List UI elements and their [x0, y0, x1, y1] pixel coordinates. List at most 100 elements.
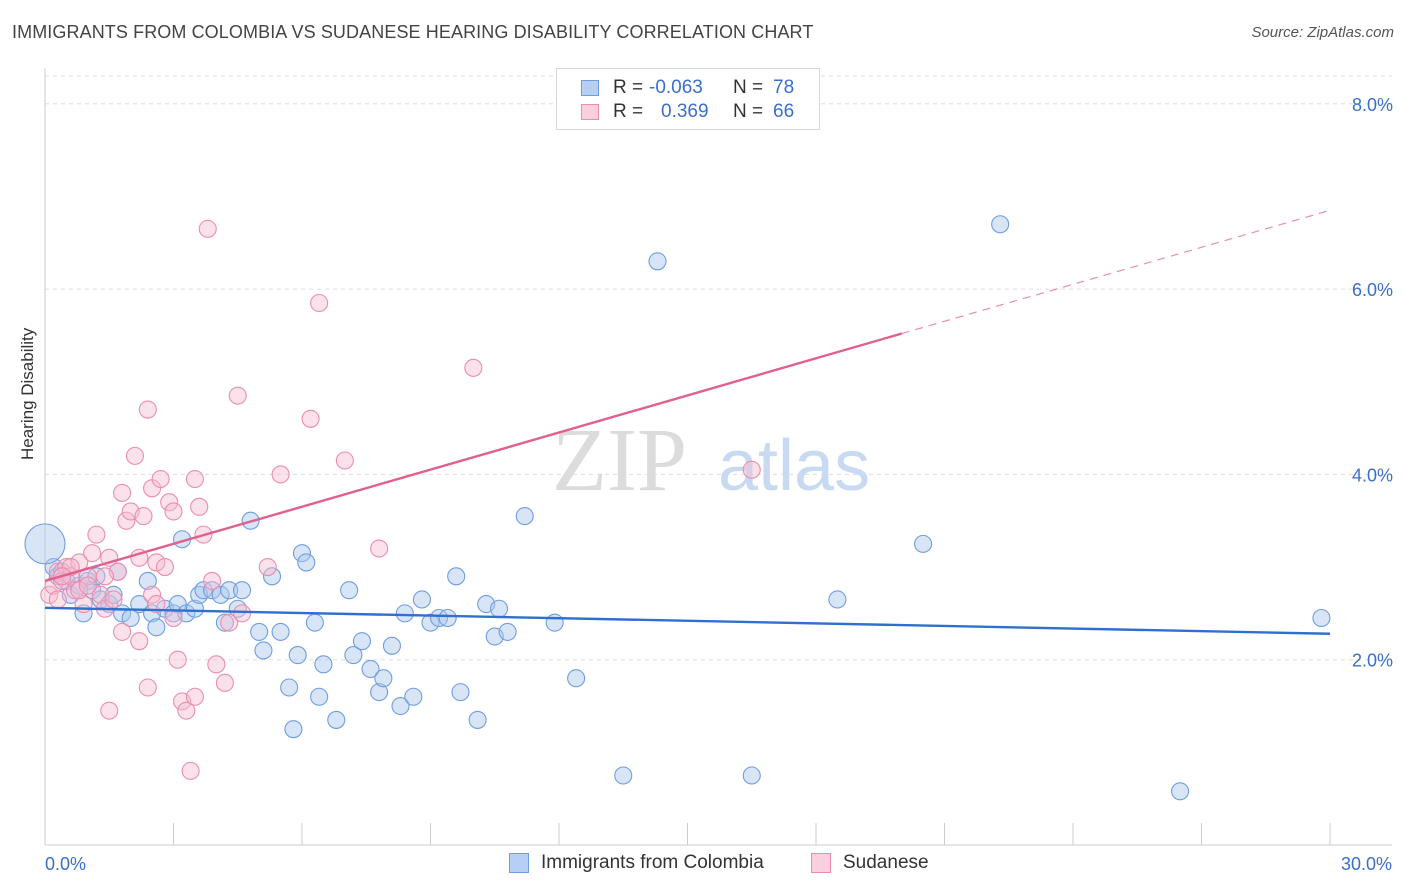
legend-r-value-colombia: -0.063	[649, 77, 703, 98]
data-point-colombia	[421, 613, 440, 632]
legend-n-value-sudanese: 66	[773, 101, 795, 122]
data-point-sudanese	[742, 460, 761, 479]
data-point-colombia	[1171, 782, 1190, 801]
data-point-colombia	[314, 655, 333, 674]
data-point-colombia	[254, 641, 273, 660]
chart-source: Source: ZipAtlas.com	[1251, 24, 1394, 41]
data-point-sudanese	[464, 358, 483, 377]
data-point-colombia	[104, 585, 123, 604]
data-point-sudanese	[198, 219, 217, 238]
data-point-sudanese	[310, 293, 329, 313]
data-point-sudanese	[147, 553, 166, 572]
data-point-colombia	[220, 581, 239, 600]
legend-swatch-colombia	[581, 80, 599, 96]
data-point-sudanese	[117, 511, 136, 530]
data-point-sudanese	[301, 409, 320, 428]
data-point-sudanese	[113, 483, 132, 502]
data-point-colombia	[310, 687, 329, 706]
data-point-colombia	[327, 710, 346, 729]
legend-r-value-sudanese: 0.369	[661, 101, 709, 122]
data-point-colombia	[284, 720, 303, 739]
data-point-colombia	[374, 669, 393, 688]
data-point-sudanese	[147, 595, 166, 614]
data-point-sudanese	[190, 497, 209, 516]
data-point-sudanese	[78, 576, 97, 595]
data-point-sudanese	[220, 613, 239, 632]
data-point-sudanese	[185, 469, 204, 489]
watermark-atlas: atlas	[718, 426, 870, 506]
data-point-colombia	[614, 766, 633, 785]
tick-labels: 2.0% 4.0% 6.0% 8.0% 0.0% 30.0%	[45, 95, 1393, 874]
y-tick-label: 6.0%	[1352, 280, 1393, 300]
data-point-colombia	[232, 581, 252, 600]
data-point-sudanese	[185, 687, 204, 706]
data-point-sudanese	[160, 493, 179, 512]
legend-r-label: R =	[613, 101, 644, 122]
data-point-colombia	[211, 585, 230, 604]
data-point-sudanese	[181, 761, 200, 780]
data-point-colombia	[991, 215, 1010, 234]
y-axis-label: Hearing Disability	[18, 327, 37, 460]
data-point-sudanese	[83, 544, 102, 563]
data-point-colombia	[404, 687, 423, 706]
watermark-zip: ZIP	[552, 411, 687, 510]
data-point-sudanese	[203, 571, 222, 590]
legend-n-label: N =	[733, 77, 764, 98]
data-point-sudanese	[164, 608, 183, 628]
data-point-colombia	[305, 613, 324, 632]
data-point-colombia	[447, 567, 466, 586]
data-point-colombia	[147, 618, 166, 637]
data-point-sudanese	[155, 557, 174, 577]
data-point-colombia	[280, 678, 299, 697]
data-point-sudanese	[164, 502, 183, 521]
legend-r-label: R =	[613, 77, 644, 98]
data-point-colombia	[297, 553, 316, 572]
data-point-sudanese	[215, 673, 234, 692]
data-point-sudanese	[134, 507, 153, 526]
trend-line-sudanese	[44, 332, 902, 583]
bottom-legend-label-colombia: Immigrants from Colombia	[541, 852, 764, 873]
data-point-sudanese	[138, 678, 157, 697]
data-point-sudanese	[228, 386, 247, 405]
data-point-colombia	[828, 590, 847, 609]
data-point-colombia	[438, 608, 457, 628]
bottom-legend-swatch-colombia	[509, 853, 529, 873]
data-point-colombia	[391, 696, 410, 716]
trend-lines	[44, 209, 1331, 635]
axes	[44, 68, 1392, 846]
data-point-sudanese	[271, 465, 290, 484]
data-point-sudanese	[100, 701, 119, 720]
data-point-sudanese	[138, 400, 157, 419]
data-point-colombia	[567, 669, 586, 688]
trend-line-colombia	[44, 606, 1331, 635]
legend-n-value-colombia: 78	[773, 77, 795, 98]
data-point-sudanese	[48, 590, 67, 609]
data-point-sudanese	[335, 451, 354, 470]
data-point-colombia	[344, 646, 363, 665]
data-point-colombia	[185, 599, 204, 618]
data-point-sudanese	[87, 525, 106, 544]
y-tick-label: 2.0%	[1352, 651, 1393, 671]
gridlines	[45, 75, 1392, 661]
data-point-sudanese	[177, 701, 196, 720]
data-point-sudanese	[151, 469, 170, 489]
x-tick-label: 0.0%	[45, 854, 86, 874]
bottom-legend-swatch-sudanese	[811, 853, 831, 873]
legend-n-label: N =	[733, 101, 764, 122]
data-point-colombia	[1312, 608, 1331, 628]
data-point-sudanese	[143, 585, 162, 604]
trend-line-extension-sudanese	[901, 209, 1331, 335]
x-tick-label: 30.0%	[1341, 854, 1392, 874]
data-point-sudanese	[168, 650, 187, 669]
data-point-sudanese	[113, 622, 132, 641]
data-point-colombia	[288, 646, 307, 665]
chart-title: IMMIGRANTS FROM COLOMBIA VS SUDANESE HEA…	[12, 22, 814, 42]
data-point-colombia	[498, 622, 517, 641]
data-point-sudanese	[258, 557, 277, 577]
data-point-colombia	[489, 599, 509, 618]
data-point-sudanese	[207, 655, 226, 674]
data-point-colombia	[515, 507, 534, 526]
data-point-colombia	[914, 534, 933, 553]
legend-swatch-sudanese	[581, 104, 599, 120]
data-point-colombia	[545, 613, 564, 632]
